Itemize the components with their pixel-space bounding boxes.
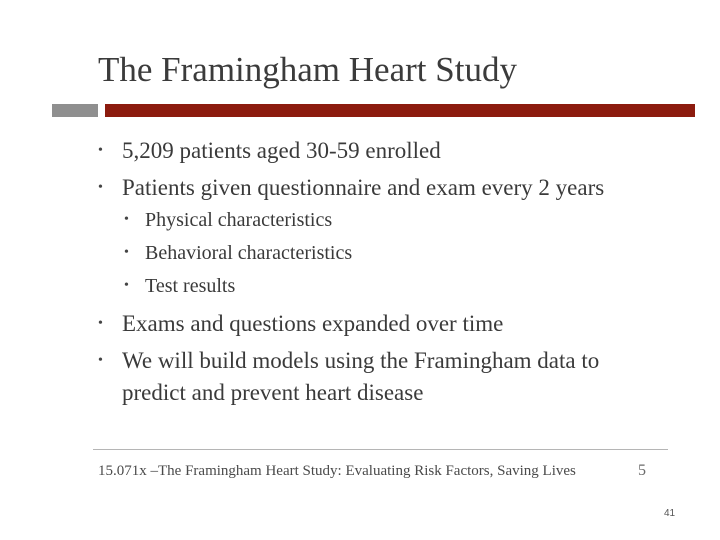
title-divider-gray-block bbox=[52, 104, 98, 117]
bullet-item: • Exams and questions expanded over time bbox=[98, 308, 504, 339]
bullet-text: Exams and questions expanded over time bbox=[122, 311, 504, 336]
bullet-continuation: predict and prevent heart disease bbox=[122, 377, 423, 408]
bullet-dot: • bbox=[98, 316, 103, 331]
footer-slide-number: 5 bbox=[638, 462, 646, 479]
bullet-item: • We will build models using the Framing… bbox=[98, 345, 600, 376]
footer-course-text: 15.071x –The Framingham Heart Study: Eva… bbox=[98, 463, 576, 479]
bullet-dot: • bbox=[124, 245, 129, 260]
bullet-dot: • bbox=[124, 278, 129, 293]
sub-bullet-item: • Behavioral characteristics bbox=[124, 239, 353, 267]
bullet-dot: • bbox=[124, 212, 129, 227]
page-number: 41 bbox=[664, 508, 676, 519]
title-divider bbox=[0, 104, 720, 117]
bullet-dot: • bbox=[98, 143, 103, 158]
bullet-dot: • bbox=[98, 180, 103, 195]
bullet-text: predict and prevent heart disease bbox=[122, 380, 424, 405]
bullet-item: • Patients given questionnaire and exam … bbox=[98, 172, 605, 203]
sub-bullet-text: Physical characteristics bbox=[145, 209, 333, 231]
title-divider-red-bar bbox=[105, 104, 695, 117]
slide-title: The Framingham Heart Study bbox=[98, 50, 517, 89]
bullet-text: Patients given questionnaire and exam ev… bbox=[122, 175, 605, 200]
sub-bullet-item: • Test results bbox=[124, 272, 236, 300]
sub-bullet-item: • Physical characteristics bbox=[124, 206, 333, 234]
sub-bullet-text: Behavioral characteristics bbox=[145, 242, 353, 264]
footer-divider bbox=[93, 449, 668, 450]
sub-bullet-text: Test results bbox=[145, 275, 236, 297]
bullet-text: We will build models using the Framingha… bbox=[122, 348, 600, 373]
bullet-dot: • bbox=[98, 353, 103, 368]
bullet-item: • 5,209 patients aged 30-59 enrolled bbox=[98, 135, 441, 166]
bullet-text: 5,209 patients aged 30-59 enrolled bbox=[122, 138, 441, 163]
